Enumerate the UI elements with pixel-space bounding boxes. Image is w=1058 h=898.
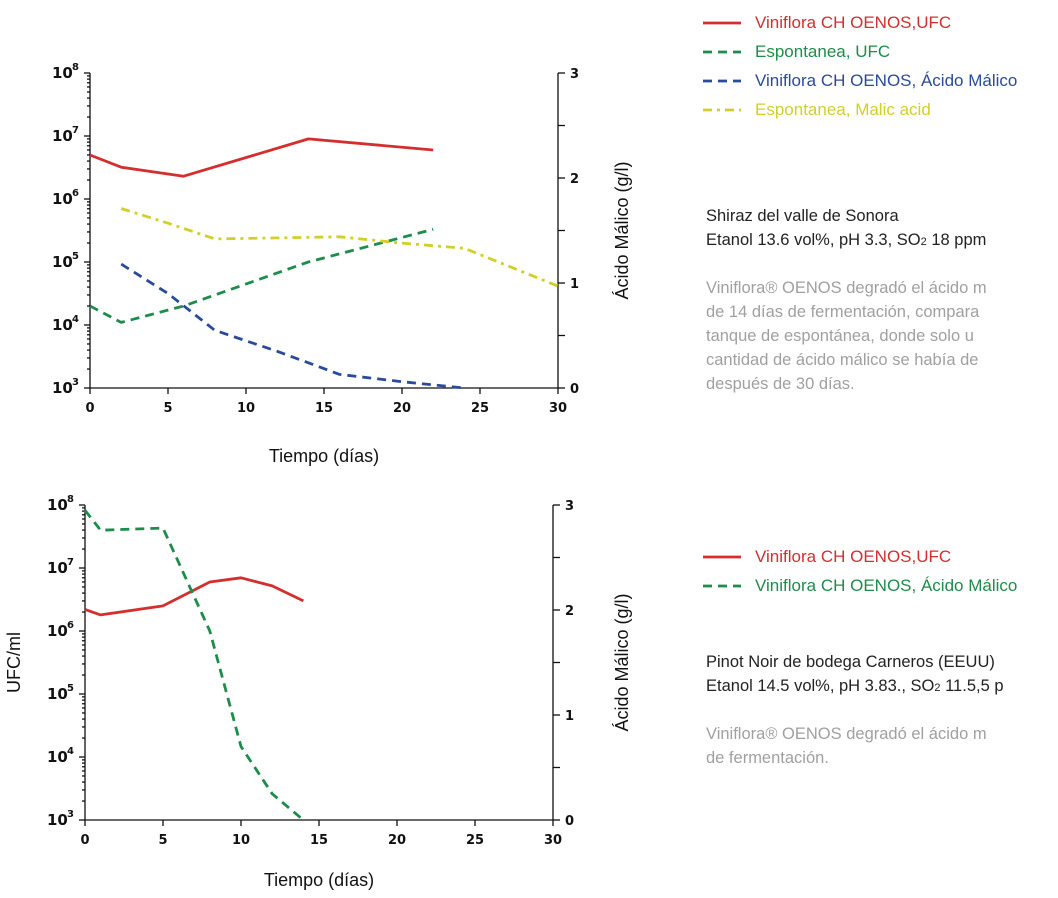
y2-tick-label: 2 xyxy=(565,604,574,619)
panel-1-title-line-2: Etanol 13.6 vol%, pH 3.3, SO2 18 ppm xyxy=(706,231,987,249)
legend-label: Espontanea, Malic acid xyxy=(755,99,931,119)
x-tick-label: 25 xyxy=(471,401,489,416)
panel-1-info: Shiraz del valle de Sonora Etanol 13.6 v… xyxy=(706,204,987,396)
x-tick-label: 15 xyxy=(315,401,333,416)
y2-tick-label: 0 xyxy=(565,814,574,829)
y-tick-label: 10 xyxy=(47,496,68,514)
x-axis-label: Tiempo (días) xyxy=(269,446,379,466)
legend-item: Viniflora CH OENOS,UFC xyxy=(703,542,1017,571)
y2-tick-label: 3 xyxy=(570,67,579,82)
x-tick-label: 30 xyxy=(549,401,567,416)
panel-2-info: Pinot Noir de bodega Carneros (EEUU) Eta… xyxy=(706,650,1004,770)
y-tick-label: 10 xyxy=(47,811,68,829)
y-tick-exponent: 3 xyxy=(72,377,79,388)
description-line: de fermentación. xyxy=(706,749,829,767)
y-tick-label: 10 xyxy=(52,190,73,208)
panel-2-description: Viniflora® OENOS degradó el ácido m de fe… xyxy=(706,722,1004,770)
y-tick-label: 10 xyxy=(52,379,73,397)
y-tick-label: 10 xyxy=(47,748,68,766)
legend-label: Viniflora CH OENOS, Ácido Málico xyxy=(755,70,1018,90)
panel-1-description: Viniflora® OENOS degradó el ácido m de 14… xyxy=(706,276,987,396)
x-axis-label: Tiempo (días) xyxy=(264,870,374,890)
description-line: tanque de espontánea, donde solo u xyxy=(706,327,974,345)
series-line-4 xyxy=(120,207,559,288)
legend-item: Espontanea, UFC xyxy=(703,37,1017,66)
y-tick-exponent: 6 xyxy=(72,188,79,199)
description-line: Viniflora® OENOS degradó el ácido m xyxy=(706,279,987,297)
panel-1-title: Shiraz del valle de Sonora Etanol 13.6 v… xyxy=(706,204,987,254)
legend-swatch xyxy=(703,555,741,558)
x-tick-label: 30 xyxy=(544,833,562,848)
y-tick-exponent: 6 xyxy=(67,620,74,631)
description-line: después de 30 días. xyxy=(706,375,855,393)
x-tick-label: 10 xyxy=(232,833,250,848)
series-line-3 xyxy=(120,262,465,390)
y2-tick-label: 0 xyxy=(570,382,579,397)
legend-item: Viniflora CH OENOS,UFC xyxy=(703,8,1017,37)
y-tick-label: 10 xyxy=(52,64,73,82)
y-tick-exponent: 7 xyxy=(67,557,74,568)
y-tick-exponent: 7 xyxy=(72,125,79,136)
y-tick-exponent: 4 xyxy=(72,314,79,325)
legend-item: Espontanea, Malic acid xyxy=(703,95,1017,124)
legend-swatch xyxy=(703,21,741,24)
y-tick-label: 10 xyxy=(52,316,73,334)
x-tick-label: 20 xyxy=(393,401,411,416)
legend-swatch xyxy=(703,108,741,111)
legend-item: Viniflora CH OENOS, Ácido Málico xyxy=(703,571,1017,600)
x-tick-label: 0 xyxy=(85,401,94,416)
panel-2-title-line-2: Etanol 14.5 vol%, pH 3.83., SO2 11.5,5 p xyxy=(706,677,1004,695)
series-line-1 xyxy=(89,137,434,178)
x-tick-label: 10 xyxy=(237,401,255,416)
y2-axis-label: Ácido Málico (g/l) xyxy=(612,593,632,731)
panel-2-title: Pinot Noir de bodega Carneros (EEUU) Eta… xyxy=(706,650,1004,700)
description-line: cantidad de ácido málico se había de xyxy=(706,351,979,369)
legend-label: Viniflora CH OENOS,UFC xyxy=(755,546,952,566)
legend-swatch xyxy=(703,50,741,53)
y-tick-label: 10 xyxy=(52,127,73,145)
description-line: Viniflora® OENOS degradó el ácido m xyxy=(706,725,987,743)
series-line-2 xyxy=(83,509,305,822)
y-tick-exponent: 5 xyxy=(72,251,79,262)
y-tick-label: 10 xyxy=(47,622,68,640)
y2-axis-label: Ácido Málico (g/l) xyxy=(612,161,632,299)
legend-panel-1: Viniflora CH OENOS,UFC Espontanea, UFC Vin… xyxy=(703,8,1017,124)
y2-tick-label: 1 xyxy=(570,277,579,292)
y2-tick-label: 1 xyxy=(565,709,574,724)
y-tick-label: 10 xyxy=(47,559,68,577)
y-tick-exponent: 5 xyxy=(67,683,74,694)
legend-swatch xyxy=(703,584,741,587)
legend-label: Viniflora CH OENOS, Ácido Málico xyxy=(755,575,1018,595)
y-tick-label: 10 xyxy=(47,685,68,703)
legend-label: Viniflora CH OENOS,UFC xyxy=(755,12,952,32)
x-tick-label: 25 xyxy=(466,833,484,848)
legend-panel-2: Viniflora CH OENOS,UFC Viniflora CH OENOS… xyxy=(703,542,1017,600)
y-tick-exponent: 8 xyxy=(72,62,79,73)
series-line-2 xyxy=(89,227,434,324)
x-tick-label: 15 xyxy=(310,833,328,848)
x-tick-label: 5 xyxy=(158,833,167,848)
y-tick-exponent: 3 xyxy=(67,809,74,820)
x-tick-label: 20 xyxy=(388,833,406,848)
y-tick-exponent: 8 xyxy=(67,494,74,505)
panel-1-title-line-1: Shiraz del valle de Sonora xyxy=(706,207,899,225)
legend-item: Viniflora CH OENOS, Ácido Málico xyxy=(703,66,1017,95)
y-tick-label: 10 xyxy=(52,253,73,271)
y-axis-label: UFC/ml xyxy=(4,632,24,693)
series-line-1 xyxy=(84,576,305,617)
y-tick-exponent: 4 xyxy=(67,746,74,757)
x-tick-label: 0 xyxy=(80,833,89,848)
x-tick-label: 5 xyxy=(163,401,172,416)
y2-tick-label: 3 xyxy=(565,499,574,514)
y2-tick-label: 2 xyxy=(570,172,579,187)
legend-swatch xyxy=(703,79,741,82)
panel-2-title-line-1: Pinot Noir de bodega Carneros (EEUU) xyxy=(706,653,995,671)
legend-label: Espontanea, UFC xyxy=(755,41,891,61)
description-line: de 14 días de fermentación, compara xyxy=(706,303,980,321)
